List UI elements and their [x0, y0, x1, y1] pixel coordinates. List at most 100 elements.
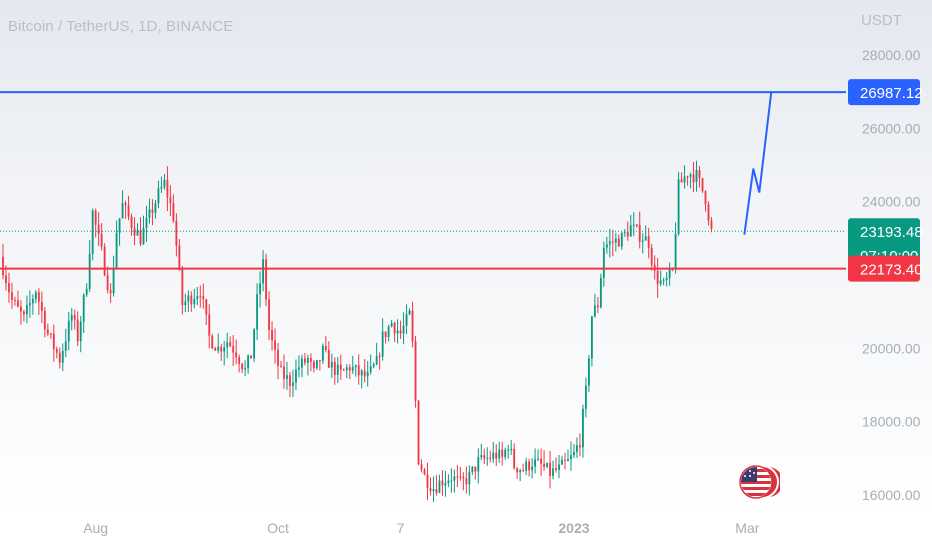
candle-body	[196, 296, 199, 300]
candle-body	[432, 489, 435, 492]
candle	[151, 199, 154, 226]
candle	[76, 311, 79, 347]
candle	[375, 342, 378, 366]
candle-body	[17, 300, 19, 307]
candle	[674, 222, 677, 274]
candle	[61, 343, 64, 372]
candle-body	[100, 233, 103, 247]
candle	[459, 466, 462, 481]
candle	[531, 458, 534, 479]
candle	[133, 217, 136, 246]
candle	[665, 272, 668, 287]
candle-body	[235, 352, 238, 358]
candle	[635, 223, 638, 228]
candle-body	[354, 365, 357, 368]
us-flag-icon[interactable]	[738, 462, 780, 502]
time-axis[interactable]: Aug Oct 7 2023 Mar	[83, 520, 760, 536]
candle	[453, 469, 456, 493]
candle	[160, 176, 163, 194]
candle-body	[181, 268, 184, 306]
candle	[85, 283, 88, 297]
candle-body	[522, 470, 525, 472]
candle-body	[151, 209, 154, 213]
candle-body	[286, 375, 288, 379]
candle-body	[351, 367, 354, 371]
price-axis[interactable]: 16000.00 18000.00 20000.00 24000.00 26000.00…	[862, 47, 921, 503]
candle	[2, 243, 4, 280]
candle	[274, 328, 276, 364]
candle-body	[259, 283, 262, 295]
candle-body	[480, 455, 483, 458]
candle	[157, 180, 160, 209]
candle	[43, 306, 46, 338]
candle	[271, 321, 273, 351]
y-tick-label: 18000.00	[862, 414, 921, 430]
candle-body	[510, 448, 513, 450]
candle	[587, 355, 590, 392]
candle-body	[576, 445, 578, 452]
candle	[480, 443, 483, 461]
candle	[298, 355, 300, 378]
candle	[695, 160, 698, 192]
candle	[659, 270, 662, 287]
candle-body	[64, 341, 67, 351]
candle-body	[85, 288, 88, 295]
candle	[196, 286, 199, 306]
candle	[387, 324, 390, 342]
candle-body	[483, 455, 486, 459]
candle-body	[408, 310, 411, 315]
candle	[534, 448, 537, 474]
candle-body	[37, 292, 40, 302]
candle-body	[277, 349, 279, 366]
candle-body	[632, 224, 635, 226]
candle	[235, 339, 238, 365]
candle-body	[127, 205, 130, 217]
y-tick-label: 16000.00	[862, 487, 921, 503]
candle-body	[142, 228, 145, 245]
candle-body	[166, 179, 169, 198]
candle-body	[447, 480, 450, 483]
candle-body	[40, 301, 43, 311]
candle-body	[489, 457, 492, 459]
last-price-tag-text: 23193.48	[860, 224, 923, 241]
candle	[223, 341, 226, 366]
candle-body	[417, 400, 420, 465]
candle-body	[558, 464, 560, 471]
candle	[238, 354, 241, 373]
projection-path	[743, 92, 773, 235]
candle	[710, 217, 713, 233]
candle-body	[321, 345, 324, 361]
candle-body	[381, 331, 384, 357]
candle	[103, 243, 106, 277]
candle	[109, 283, 112, 303]
candle	[318, 359, 321, 371]
candle-body	[626, 232, 629, 237]
candle-body	[175, 220, 178, 246]
candle	[435, 475, 438, 496]
candle	[582, 404, 584, 458]
candle-body	[531, 466, 534, 471]
candle	[396, 319, 399, 344]
candle	[348, 364, 351, 380]
candle	[492, 442, 495, 464]
candle-body	[429, 488, 432, 492]
candle-body	[217, 346, 220, 351]
candle-body	[689, 174, 692, 177]
candle	[229, 336, 232, 348]
candle	[704, 190, 707, 212]
candle	[220, 343, 223, 361]
candle-body	[525, 461, 528, 471]
candle	[55, 346, 58, 359]
candle-body	[283, 366, 285, 379]
candle-body	[405, 314, 408, 326]
candle	[498, 441, 501, 463]
candle-body	[315, 360, 318, 369]
candle-body	[214, 348, 217, 351]
candle	[301, 354, 303, 378]
candle-body	[190, 295, 193, 305]
candle	[256, 283, 259, 341]
y-tick-label: 24000.00	[862, 194, 921, 210]
candle	[31, 294, 34, 315]
candle-body	[52, 333, 55, 349]
